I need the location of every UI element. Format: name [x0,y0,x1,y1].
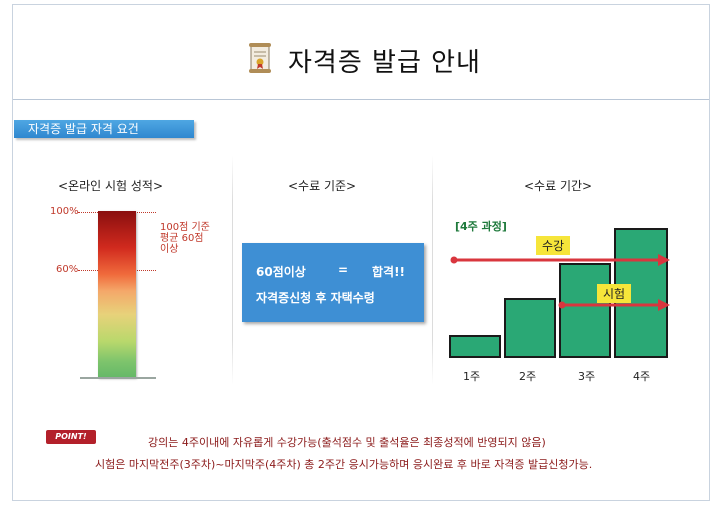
course-tag: [4주 과정] [455,220,507,233]
period-heading: <수료 기간> [524,179,593,193]
week-2-bar [504,298,556,358]
attend-tag: 수강 [536,236,571,255]
column-divider [432,155,433,385]
gauge-base [80,377,156,379]
criteria-equals: = [338,263,349,277]
notice-line-1: 강의는 4주이내에 자유롭게 수강가능(출석점수 및 출석율은 최종성적에 반영… [148,436,546,449]
point-badge: POINT! [46,430,96,444]
score-heading: <온라인 시험 성적> [58,179,164,193]
criteria-delivery: 자격증신청 후 자택수령 [256,291,375,305]
page-header: 자격증 발급 안내 [0,0,720,100]
exam-tag: 시험 [597,284,632,303]
criteria-score: 60점이상 [256,265,306,279]
week-1-bar [449,335,501,358]
pct-top-label: 100% [50,206,79,217]
week-2-label: 2주 [519,370,537,383]
criteria-heading: <수료 기준> [288,179,357,193]
criteria-pass: 합격!! [372,265,406,279]
criteria-box: 60점이상 = 합격!! 자격증신청 후 자택수령 [242,243,424,322]
gauge-note: 100점 기준 평균 60점 이상 [160,222,210,255]
page-title: 자격증 발급 안내 [288,48,481,78]
week-4-label: 4주 [633,370,651,383]
period-arrows [450,254,670,311]
week-1-label: 1주 [463,370,481,383]
week-3-bar [559,263,611,358]
week-3-label: 3주 [578,370,596,383]
pct-mid-label: 60% [56,264,79,275]
column-divider [232,155,233,385]
title-divider [13,99,709,100]
certificate-icon [249,43,271,73]
score-gauge [98,211,136,378]
notice-line-2: 시험은 마지막전주(3주차)~마지막주(4주차) 총 2주간 응시가능하며 응시… [95,458,593,471]
section-label: 자격증 발급 자격 요건 [14,120,194,138]
